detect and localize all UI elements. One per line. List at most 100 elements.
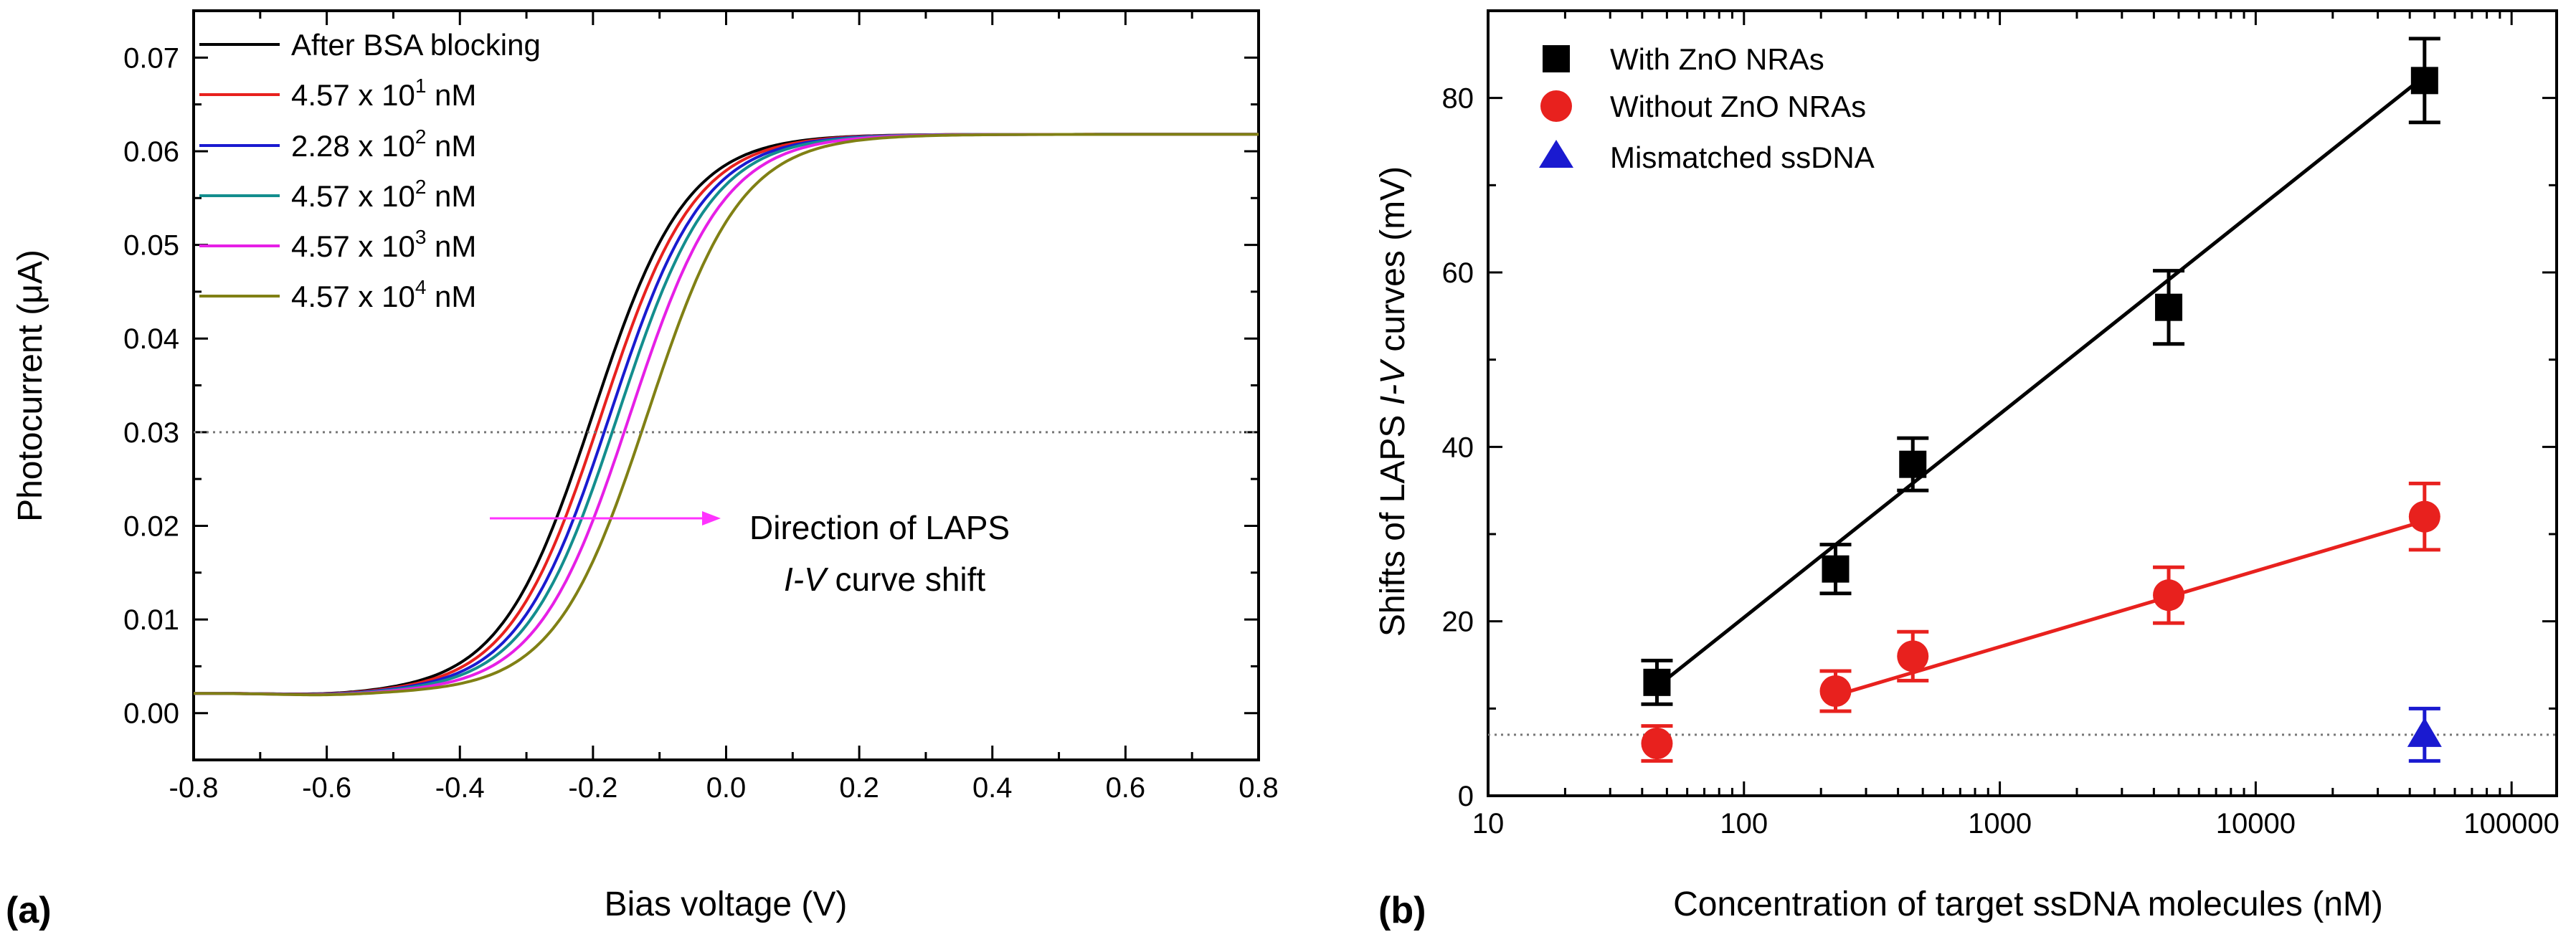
x-tick-label-a: 0.2	[839, 772, 879, 804]
legend-a-base-1: 4.57 x 10	[291, 78, 415, 112]
x-tick-label-b: 100	[1720, 808, 1768, 840]
legend-a-item-3: 4.57 x 102 nM	[199, 176, 476, 213]
ylabel-b-post: curves (mV)	[1374, 166, 1412, 361]
legend-a-label-2: 2.28 x 102 nM	[291, 125, 476, 163]
legend-a-item-0: After BSA blocking	[199, 28, 541, 62]
annotation-line1: Direction of LAPS	[749, 509, 1010, 546]
x-tick-label-a: 0.0	[706, 772, 747, 804]
curve-a-series-1	[194, 133, 1259, 696]
legend-a-unit-5: nM	[426, 280, 476, 313]
fit-line-series-0	[1655, 75, 2426, 688]
legend-a-label-3: 4.57 x 102 nM	[291, 176, 476, 213]
fit-line-series-1	[1834, 519, 2425, 698]
legend-a-item-5: 4.57 x 104 nM	[199, 276, 476, 313]
legend-b-item-0: With ZnO NRAs	[1543, 42, 1824, 76]
point-series-0	[2410, 67, 2438, 95]
curve-a-series-0	[194, 133, 1259, 695]
y-tick-label-b: 60	[1442, 257, 1474, 289]
legend-a-exp-5: 4	[415, 276, 427, 298]
y-tick-label-a: 0.01	[123, 604, 179, 636]
y-tick-label-b: 40	[1442, 432, 1474, 463]
legend-b-square-icon	[1543, 45, 1570, 72]
x-tick-label-a: -0.4	[435, 772, 485, 804]
y-tick-label-a: 0.06	[123, 136, 179, 168]
point-series-1	[1819, 675, 1852, 707]
panel-a-y-axis-title: Photocurrent (μA)	[11, 249, 49, 522]
legend-a-label-0: After BSA blocking	[291, 28, 541, 62]
x-tick-label-b: 100000	[2463, 808, 2559, 840]
legend-a-label-4: 4.57 x 103 nM	[291, 226, 476, 263]
legend-b-item-1: Without ZnO NRAs	[1540, 90, 1866, 123]
legend-b-item-2: Mismatched ssDNA	[1539, 140, 1875, 174]
panel-a: -0.8 -0.6 -0.4 -0.2 0.0 0.2 0.4 0.6 0.8 0.00 0.01…	[6, 9, 1279, 931]
curve-a-series-4	[194, 133, 1259, 696]
panel-a-x-axis-title: Bias voltage (V)	[605, 885, 848, 923]
point-series-0	[1899, 450, 1927, 478]
point-series-0	[2155, 293, 2183, 321]
curve-a-series-3	[194, 133, 1259, 696]
point-series-1	[1897, 640, 1929, 672]
legend-b-label-0: With ZnO NRAs	[1610, 42, 1824, 76]
point-series-0	[1643, 668, 1671, 696]
panel-b-y-ticks: 0 20 40 60 80	[1442, 83, 2557, 812]
legend-b-triangle-icon	[1539, 140, 1573, 168]
legend-a-exp-3: 2	[415, 176, 427, 198]
x-tick-label-a: -0.2	[568, 772, 617, 804]
panel-a-curves	[194, 133, 1259, 697]
ylabel-b-italic: I-V	[1374, 358, 1412, 405]
x-tick-label-b: 1000	[1968, 808, 2032, 840]
x-tick-label-a: 0.4	[972, 772, 1013, 804]
legend-b-label-2: Mismatched ssDNA	[1610, 141, 1875, 174]
y-tick-label-b: 0	[1458, 781, 1474, 812]
y-tick-label-a: 0.00	[123, 698, 179, 730]
legend-a-item-1: 4.57 x 101 nM	[199, 75, 476, 112]
x-tick-label-a: -0.8	[169, 772, 219, 804]
legend-b-circle-icon	[1540, 90, 1572, 122]
panel-a-legend: After BSA blocking 4.57 x 101 nM 2.28 x …	[199, 28, 541, 313]
point-series-0	[1822, 555, 1850, 583]
y-tick-label-b: 20	[1442, 607, 1474, 638]
legend-a-label-5: 4.57 x 104 nM	[291, 276, 476, 313]
annotation-line2: I-V curve shift	[784, 561, 985, 598]
legend-a-base-4: 4.57 x 10	[291, 229, 415, 263]
legend-a-exp-2: 2	[415, 125, 427, 148]
x-tick-label-b: 10000	[2216, 808, 2296, 840]
panel-b-series	[1641, 37, 2442, 763]
panel-b-frame	[1487, 9, 2558, 797]
curve-a-series-5	[194, 133, 1259, 697]
legend-a-base-5: 4.57 x 10	[291, 280, 415, 313]
x-tick-label-a: 0.8	[1239, 772, 1279, 804]
legend-b-label-1: Without ZnO NRAs	[1610, 90, 1866, 123]
annotation-iv: I-V	[784, 561, 829, 598]
legend-a-item-2: 2.28 x 102 nM	[199, 125, 476, 163]
y-tick-label-a: 0.03	[123, 417, 179, 449]
panel-a-y-ticks: 0.00 0.01 0.02 0.03 0.04 0.05 0.06 0.07	[123, 42, 1259, 730]
legend-a-exp-1: 1	[415, 75, 427, 97]
point-series-1	[2153, 579, 2185, 612]
y-tick-label-b: 80	[1442, 83, 1474, 115]
point-series-1	[1641, 728, 1673, 759]
panel-b-legend: With ZnO NRAs Without ZnO NRAs Mismatche…	[1539, 42, 1875, 174]
ylabel-b-pre: Shifts of LAPS	[1374, 405, 1412, 637]
x-tick-label-a: 0.6	[1106, 772, 1146, 804]
point-series-2	[2407, 717, 2442, 747]
panel-b-x-ticks: 10 100 1000 10000 100000	[1472, 11, 2560, 840]
x-tick-label-a: -0.6	[302, 772, 351, 804]
legend-a-unit-3: nM	[426, 179, 476, 213]
legend-a-item-4: 4.57 x 103 nM	[199, 226, 476, 263]
y-tick-label-a: 0.05	[123, 230, 179, 262]
panel-b-label: (b)	[1378, 890, 1426, 931]
y-tick-label-a: 0.04	[123, 323, 179, 355]
legend-a-exp-4: 3	[415, 226, 427, 248]
shift-arrowhead-icon	[702, 511, 721, 525]
point-series-1	[2408, 500, 2440, 533]
legend-a-base-3: 4.57 x 10	[291, 179, 415, 213]
panel-a-frame	[192, 9, 1260, 761]
curve-a-series-2	[194, 133, 1259, 696]
panel-a-x-ticks: -0.8 -0.6 -0.4 -0.2 0.0 0.2 0.4 0.6 0.8	[169, 11, 1279, 804]
panel-b-y-axis-title: Shifts of LAPS I-V curves (mV)	[1374, 166, 1412, 637]
y-tick-label-a: 0.07	[123, 42, 179, 74]
legend-a-label-1: 4.57 x 101 nM	[291, 75, 476, 112]
x-tick-label-b: 10	[1472, 808, 1505, 840]
